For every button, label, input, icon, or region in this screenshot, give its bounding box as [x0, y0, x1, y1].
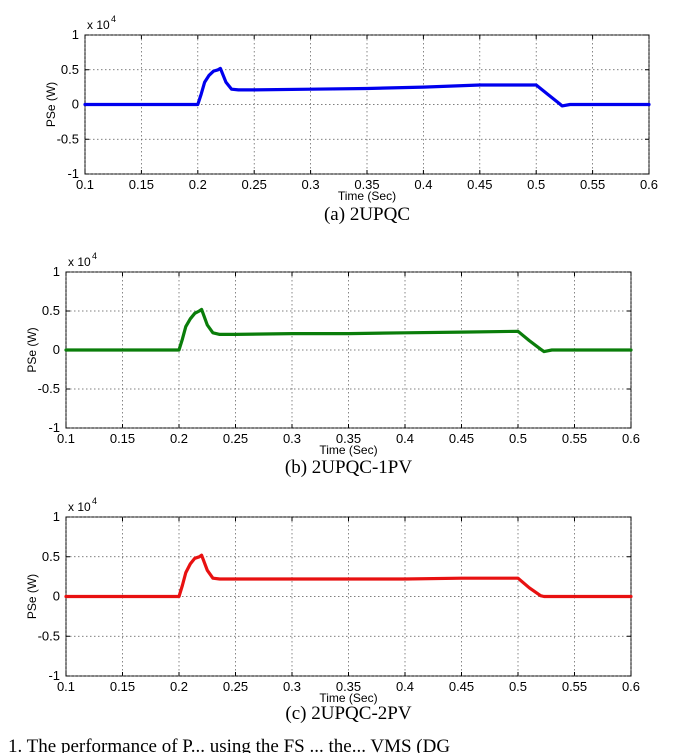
chart-panel-0: 0.1 0.15 0.2 0.25 0.3 0.35 0.4 0.45 0.5 0.55 0.6 1 0… [44, 14, 658, 225]
y-axis-label: PSe (W) [44, 82, 58, 127]
x-tick-label: 0.45 [449, 431, 474, 446]
chart-panel-2: 0.1 0.15 0.2 0.25 0.3 0.35 0.4 0.45 0.5 0.55 0.6 1 0… [25, 496, 640, 724]
x-tick-label: 0.1 [57, 679, 75, 694]
x-tick-label: 0.5 [509, 431, 527, 446]
x-tick-label: 0.45 [449, 679, 474, 694]
x-tick-label: 0.6 [622, 431, 640, 446]
y-tick-label: 0 [53, 589, 60, 604]
x-tick-label: 0.6 [640, 177, 658, 192]
x-tick-label: 0.15 [110, 431, 135, 446]
y-tick-label: 1 [53, 509, 60, 524]
x-tick-label: 0.4 [396, 679, 414, 694]
x-tick-label: 0.3 [302, 177, 320, 192]
x-tick-label: 0.2 [170, 431, 188, 446]
series-line-0 [64, 307, 633, 354]
y-tick-label: -0.5 [57, 131, 79, 146]
y-axis-label: PSe (W) [25, 327, 39, 372]
series-line-0 [64, 553, 633, 599]
x-tick-label: 0.2 [189, 177, 207, 192]
x-tick-label: 0.4 [396, 431, 414, 446]
y-tick-label: -1 [67, 166, 79, 181]
x-tick-label: 0.1 [76, 177, 94, 192]
y-tick-label: 1 [72, 27, 79, 42]
y-multiplier-exponent: 4 [92, 251, 97, 261]
figure-footer-text: 1. The performance of P... using the FS … [8, 736, 450, 753]
x-tick-label: 0.2 [170, 679, 188, 694]
x-tick-label: 0.25 [242, 177, 267, 192]
panel-caption: (b) 2UPQC-1PV [285, 457, 412, 478]
panel-caption: (a) 2UPQC [324, 204, 410, 225]
x-tick-label: 0.1 [57, 431, 75, 446]
y-tick-label: -1 [48, 668, 60, 683]
x-tick-label: 0.55 [580, 177, 605, 192]
x-axis-label: Time (Sec) [319, 443, 377, 457]
x-tick-label: 0.35 [336, 431, 361, 446]
x-tick-label: 0.35 [354, 177, 379, 192]
y-axis-label: PSe (W) [25, 574, 39, 619]
y-tick-label: 0.5 [61, 62, 79, 77]
x-tick-label: 0.55 [562, 679, 587, 694]
series-line-0 [83, 66, 651, 108]
y-multiplier: x 10 [68, 255, 91, 269]
y-tick-label: 0 [72, 97, 79, 112]
y-multiplier: x 10 [68, 500, 91, 514]
y-multiplier: x 10 [87, 18, 110, 32]
x-tick-label: 0.4 [414, 177, 432, 192]
x-tick-label: 0.35 [336, 679, 361, 694]
x-tick-label: 0.55 [562, 431, 587, 446]
x-axis-label: Time (Sec) [338, 189, 396, 203]
x-tick-label: 0.15 [110, 679, 135, 694]
y-multiplier-exponent: 4 [92, 496, 97, 506]
x-tick-label: 0.5 [527, 177, 545, 192]
y-tick-label: -0.5 [38, 381, 60, 396]
panel-caption: (c) 2UPQC-2PV [285, 703, 411, 724]
x-tick-label: 0.25 [223, 679, 248, 694]
y-tick-label: -1 [48, 420, 60, 435]
y-tick-label: 0.5 [42, 549, 60, 564]
y-tick-label: -0.5 [38, 628, 60, 643]
x-tick-label: 0.15 [129, 177, 154, 192]
y-tick-label: 0 [53, 342, 60, 357]
x-tick-label: 0.45 [467, 177, 492, 192]
x-axis-label: Time (Sec) [319, 691, 377, 705]
y-multiplier-exponent: 4 [111, 14, 116, 24]
x-tick-label: 0.3 [283, 431, 301, 446]
chart-panel-1: 0.1 0.15 0.2 0.25 0.3 0.35 0.4 0.45 0.5 0.55 0.6 1 0… [25, 251, 640, 478]
x-tick-label: 0.3 [283, 679, 301, 694]
y-tick-label: 0.5 [42, 303, 60, 318]
x-tick-label: 0.5 [509, 679, 527, 694]
y-tick-label: 1 [53, 264, 60, 279]
x-tick-label: 0.25 [223, 431, 248, 446]
x-tick-label: 0.6 [622, 679, 640, 694]
